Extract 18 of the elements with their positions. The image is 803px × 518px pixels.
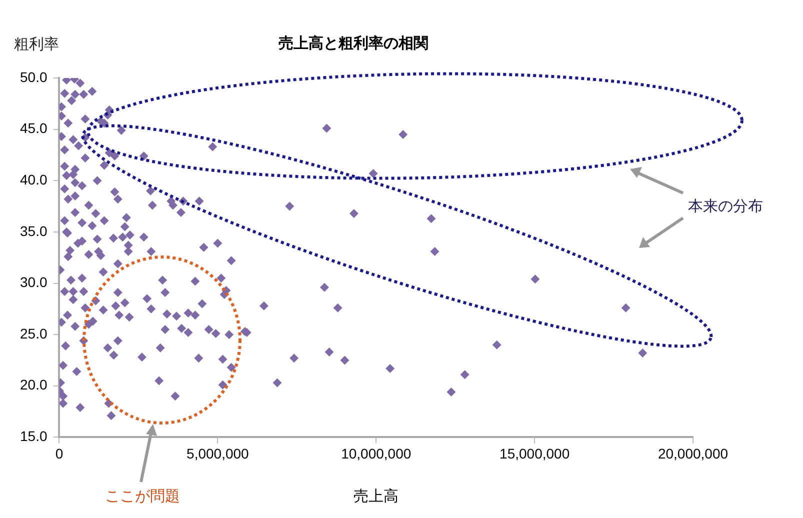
y-tick-label: 20.0 (20, 376, 48, 393)
y-tick-label: 15.0 (20, 428, 48, 444)
x-tick-label: 20,000,000 (658, 445, 728, 462)
y-tick-label: 25.0 (20, 325, 48, 342)
y-tick-label: 45.0 (20, 120, 48, 136)
x-tick-label: 0 (55, 445, 64, 462)
annotation: 本来の分布 (688, 198, 763, 216)
x-axis-title: 売上高 (354, 488, 399, 506)
y-tick-label: 35.0 (20, 222, 48, 239)
y-axis-title: 粗利率 (14, 36, 59, 54)
text: ここが問題 (105, 488, 180, 506)
y-tick-label: 30.0 (20, 274, 48, 290)
x-tick-label: 10,000,000 (341, 445, 412, 462)
x-tick-label: 5,000,000 (186, 445, 250, 462)
chart-title: 売上高と粗利率の相関 (278, 34, 428, 52)
x-tick-label: 15,000,000 (500, 445, 570, 462)
y-tick-label: 40.0 (20, 171, 48, 188)
y-tick-label: 50.0 (20, 68, 48, 85)
